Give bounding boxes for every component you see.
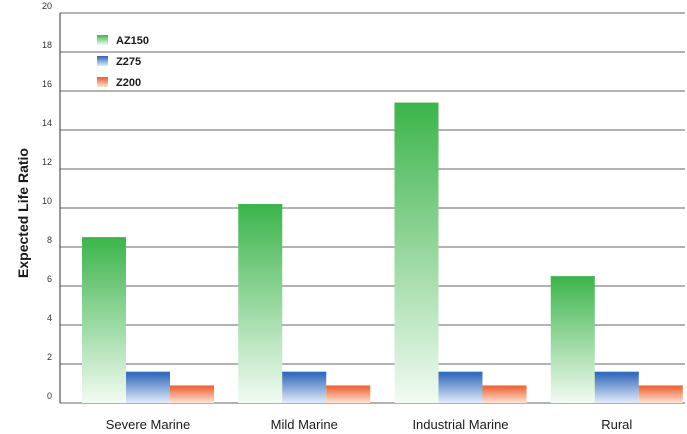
bar-top-edge <box>238 204 283 207</box>
bar-z200-2 <box>482 385 527 403</box>
bars <box>82 102 683 403</box>
bar-top-edge <box>438 371 483 374</box>
bar-top-edge <box>394 102 439 105</box>
legend-label-az150: AZ150 <box>116 35 149 47</box>
y-tick-label: 12 <box>42 157 52 167</box>
y-tick-label: 10 <box>42 196 52 206</box>
y-tick-label: 4 <box>47 313 52 323</box>
legend-label-z275: Z275 <box>116 56 141 68</box>
bar-z275-0 <box>126 371 170 403</box>
bar-az150-2 <box>394 102 439 403</box>
y-tick-label: 18 <box>42 40 52 50</box>
y-axis-label: Expected Life Ratio <box>15 148 31 278</box>
bar-top-edge <box>82 237 126 240</box>
y-tick-label: 16 <box>42 79 52 89</box>
legend-swatch-z275 <box>97 56 108 66</box>
y-tick-labels: 0 2 4 6 8 10 12 14 16 18 20 <box>42 1 52 401</box>
bar-top-edge <box>550 276 595 279</box>
y-tick-label: 8 <box>47 235 52 245</box>
bar-z275-3 <box>594 371 639 403</box>
bar-z275-2 <box>438 371 483 403</box>
bar-top-edge <box>326 385 371 388</box>
category-label: Industrial Marine <box>412 417 508 432</box>
bar-top-edge <box>594 371 639 374</box>
bar-az150-1 <box>238 204 283 403</box>
legend-swatch-az150 <box>97 35 108 45</box>
bar-top-edge <box>170 385 214 388</box>
category-labels: Severe Marine Mild Marine Industrial Marin… <box>106 417 633 432</box>
y-tick-label: 14 <box>42 118 52 128</box>
bar-z200-1 <box>326 385 371 403</box>
bar-az150-3 <box>550 276 595 403</box>
y-tick-label: 2 <box>47 352 52 362</box>
legend-swatch-z200 <box>97 77 108 87</box>
bar-z275-1 <box>282 371 327 403</box>
bar-top-edge <box>638 385 683 388</box>
bar-z200-3 <box>638 385 683 403</box>
gridlines <box>59 12 685 404</box>
y-tick-label: 0 <box>47 391 52 401</box>
bar-z200-0 <box>170 385 214 403</box>
bar-top-edge <box>126 371 170 374</box>
legend-label-z200: Z200 <box>116 77 141 89</box>
y-tick-label: 6 <box>47 274 52 284</box>
bar-az150-0 <box>82 237 126 403</box>
bar-top-edge <box>482 385 527 388</box>
y-tick-label: 20 <box>42 1 52 11</box>
category-label: Mild Marine <box>271 417 338 432</box>
bar-top-edge <box>282 371 327 374</box>
legend: AZ150 Z275 Z200 <box>97 35 149 89</box>
category-label: Rural <box>601 417 632 432</box>
category-label: Severe Marine <box>106 417 191 432</box>
